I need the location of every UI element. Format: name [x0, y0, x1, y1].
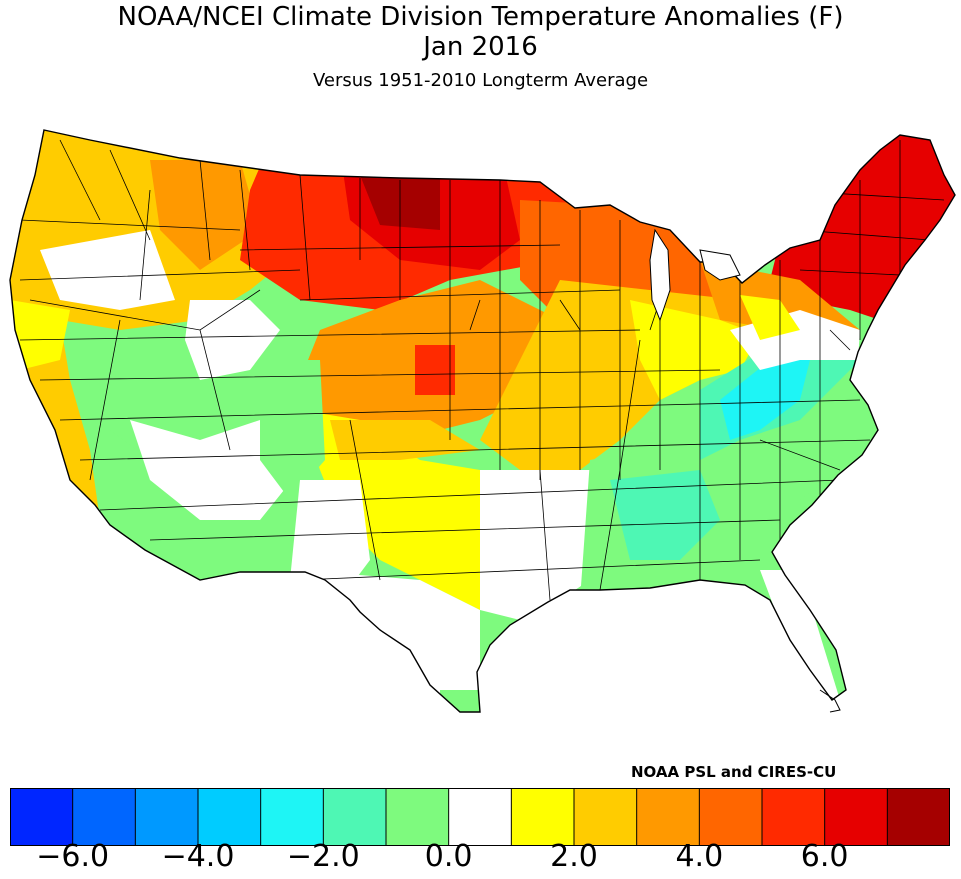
legend-swatch — [762, 788, 826, 846]
legend-tick-label: −4.0 — [161, 839, 235, 874]
legend-swatch — [824, 788, 888, 846]
legend-swatch — [699, 788, 763, 846]
colorbar-legend — [10, 788, 950, 846]
legend-swatch — [260, 788, 324, 846]
legend-swatch — [511, 788, 575, 846]
florida-keys — [819, 689, 841, 713]
legend-tick-label: −6.0 — [36, 839, 110, 874]
legend-swatch — [887, 788, 950, 846]
legend-swatch — [198, 788, 262, 846]
legend-swatch — [135, 788, 199, 846]
legend-swatch — [448, 788, 512, 846]
legend-tick-label: 0.0 — [424, 839, 473, 874]
legend-swatch — [10, 788, 74, 846]
legend-tick-label: −2.0 — [286, 839, 360, 874]
legend-swatch — [72, 788, 136, 846]
legend-swatch — [574, 788, 638, 846]
lake-huron — [699, 249, 741, 281]
map-title: NOAA/NCEI Climate Division Temperature A… — [117, 2, 844, 32]
credit-label: NOAA PSL and CIRES-CU — [631, 763, 837, 781]
legend-swatch — [386, 788, 450, 846]
map-period: Jan 2016 — [423, 32, 538, 62]
legend-tick-label: 2.0 — [550, 839, 598, 874]
legend-tick-label: 4.0 — [675, 839, 724, 874]
legend-swatch — [636, 788, 700, 846]
us-anomaly-map — [9, 129, 956, 713]
lake-michigan — [649, 228, 671, 322]
legend-tick-label: 6.0 — [800, 839, 849, 874]
legend-swatch — [323, 788, 387, 846]
map-subtitle: Versus 1951-2010 Longterm Average — [312, 70, 649, 91]
